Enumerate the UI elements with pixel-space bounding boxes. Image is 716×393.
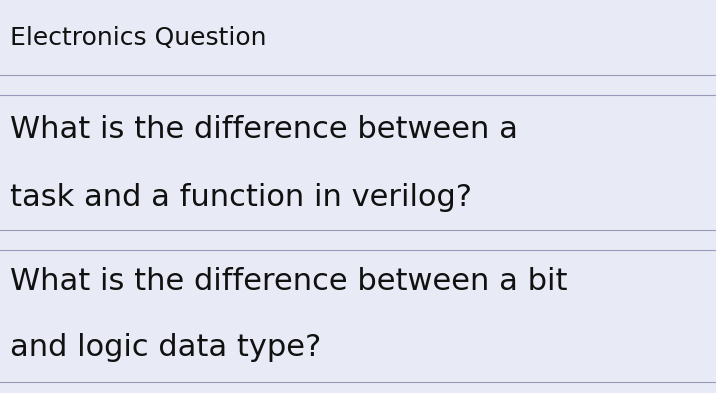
Text: and logic data type?: and logic data type? — [10, 334, 321, 362]
Text: What is the difference between a bit: What is the difference between a bit — [10, 268, 568, 296]
Text: Electronics Question: Electronics Question — [10, 26, 266, 50]
Text: What is the difference between a: What is the difference between a — [10, 116, 518, 145]
Text: task and a function in verilog?: task and a function in verilog? — [10, 182, 472, 211]
